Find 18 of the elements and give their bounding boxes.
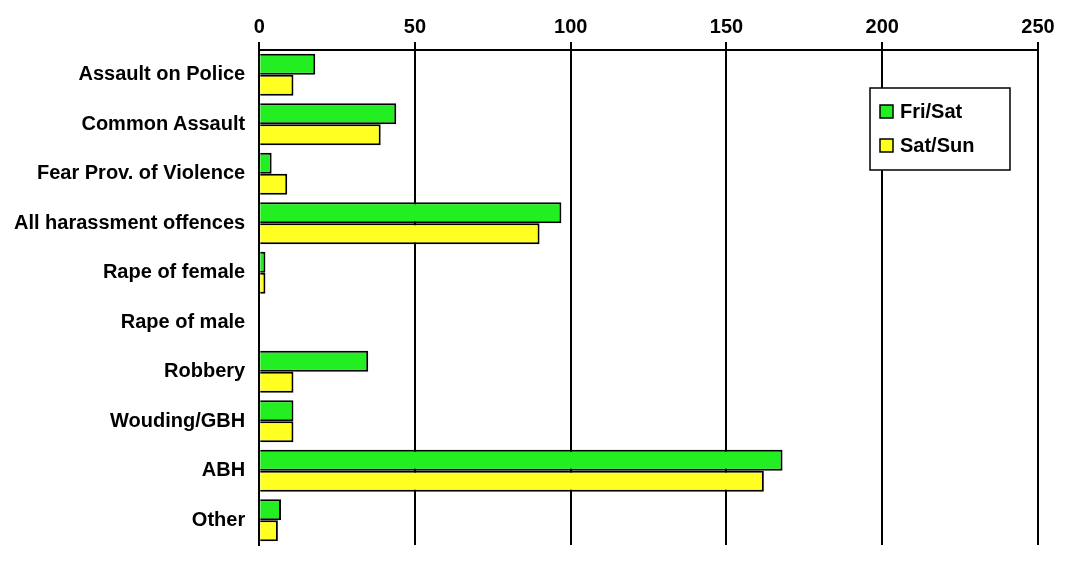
- y-tick-label: Fear Prov. of Violence: [36, 161, 246, 184]
- y-tick-label: Assault on Police: [78, 62, 246, 85]
- x-tick-label: 200: [865, 14, 899, 37]
- x-tick-label: 150: [709, 14, 744, 37]
- y-tick-label: Rape of male: [120, 309, 246, 332]
- legend-label: Fri/Sat: [900, 99, 963, 122]
- x-tick-label: 50: [403, 14, 427, 37]
- y-tick-label: Rape of female: [102, 260, 246, 283]
- x-tick-label: 0: [253, 14, 265, 37]
- y-tick-label: All harassment offences: [13, 210, 246, 233]
- legend-label: Sat/Sun: [900, 133, 975, 156]
- y-tick-label: ABH: [201, 458, 246, 481]
- x-tick-label: 250: [1021, 14, 1055, 37]
- y-tick-label: Robbery: [164, 359, 247, 382]
- y-tick-label: Wouding/GBH: [110, 408, 246, 431]
- x-tick-label: 100: [554, 14, 588, 37]
- y-tick-label: Other: [191, 507, 246, 530]
- y-tick-label: Common Assault: [81, 111, 246, 134]
